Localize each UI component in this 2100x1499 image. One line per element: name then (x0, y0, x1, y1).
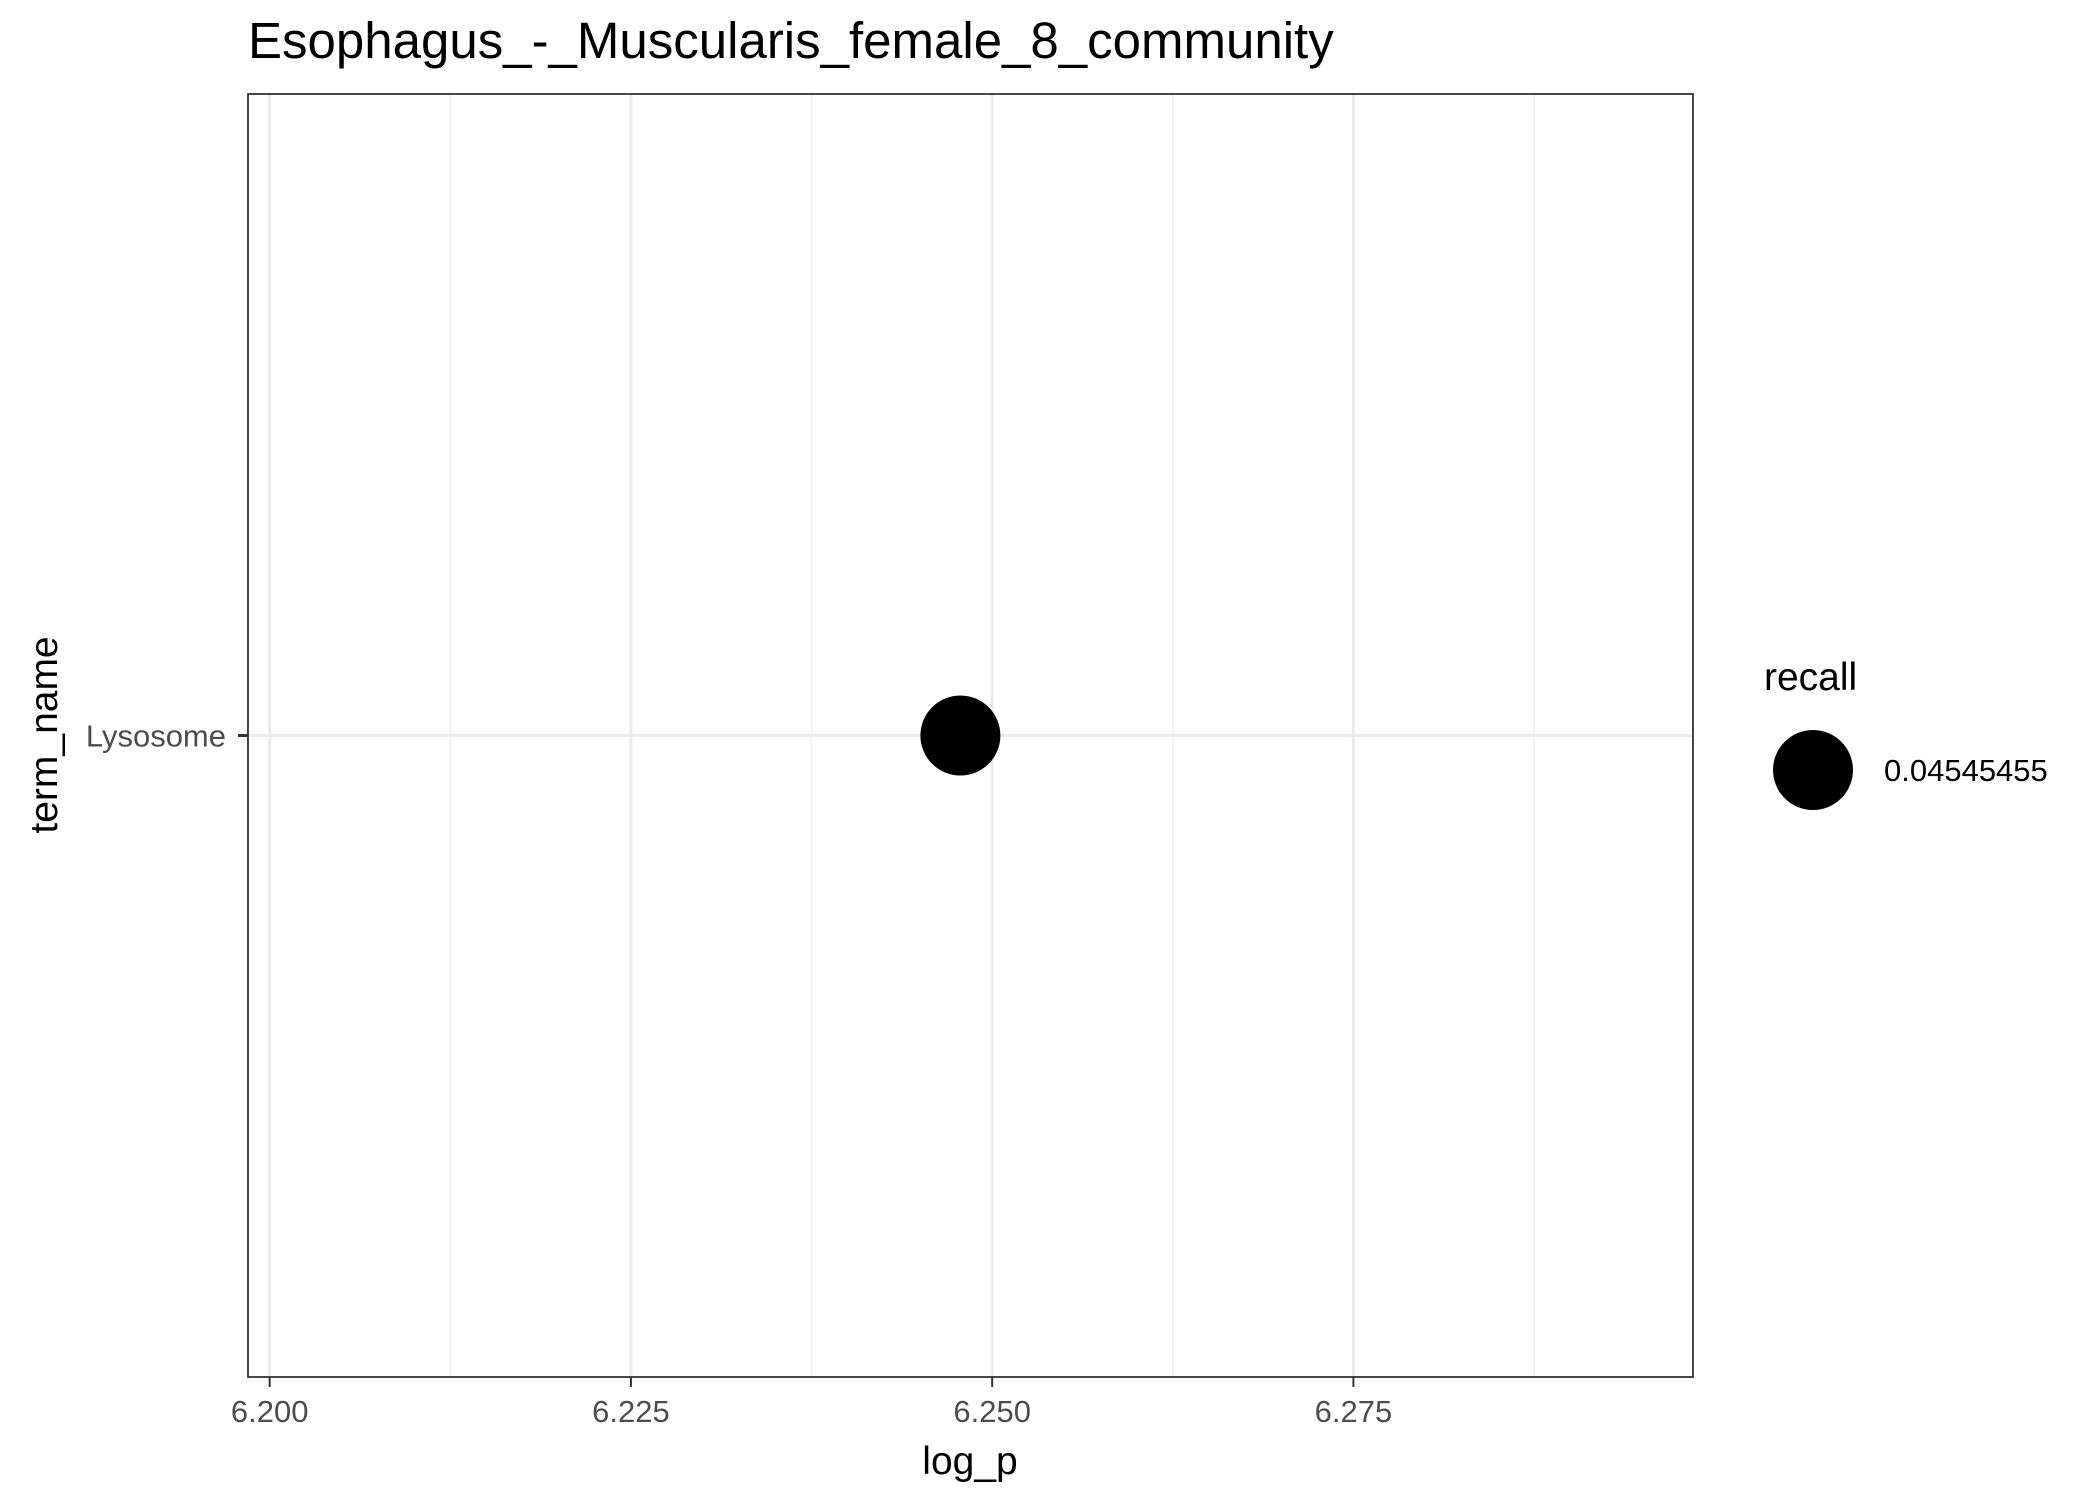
x-tick-label: 6.250 (953, 1394, 1031, 1429)
data-point (920, 695, 1001, 776)
legend-key (1773, 730, 1853, 810)
legend-title: recall (1764, 656, 1857, 699)
x-axis-ticks: 6.200 6.225 6.250 6.275 (231, 1377, 1392, 1429)
chart-title: Esophagus_-_Muscularis_female_8_communit… (248, 12, 1334, 69)
legend-entries: 0.04545455 (1773, 730, 2048, 810)
data-points (920, 695, 1001, 776)
y-axis-ticks: Lysosome (86, 719, 248, 754)
y-tick-label: Lysosome (86, 719, 226, 754)
x-tick-label: 6.225 (592, 1394, 670, 1429)
legend-label: 0.04545455 (1884, 753, 2048, 788)
y-axis-title: term_name (23, 636, 66, 833)
x-axis-title: log_p (922, 1440, 1017, 1483)
legend: recall 0.04545455 (1764, 656, 2048, 810)
x-tick-label: 6.275 (1315, 1394, 1393, 1429)
x-tick-label: 6.200 (231, 1394, 309, 1429)
